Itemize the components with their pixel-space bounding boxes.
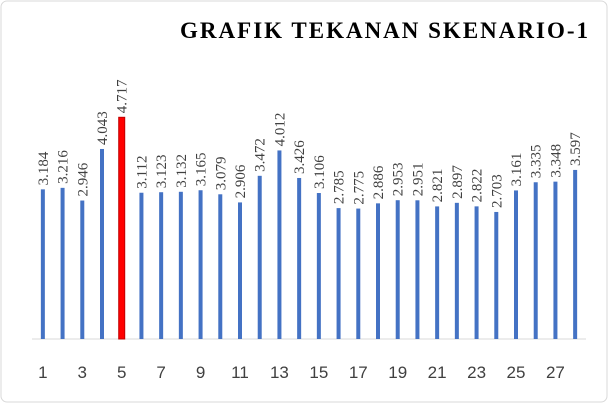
bar: [336, 208, 341, 339]
data-label: 2.951: [410, 163, 426, 197]
bar: [514, 190, 518, 339]
bar: [178, 191, 183, 339]
bar: [159, 192, 164, 339]
bar: [415, 200, 420, 339]
x-tick-label: 9: [196, 363, 205, 382]
data-label: 3.123: [154, 154, 170, 188]
bar: [40, 189, 45, 339]
bar: [257, 175, 262, 339]
bar: [356, 208, 361, 339]
x-tick-label: 5: [117, 363, 126, 382]
x-tick-label: 7: [156, 363, 165, 382]
x-tick-label: 17: [349, 363, 368, 382]
data-label: 3.597: [568, 132, 584, 166]
data-label: 2.953: [391, 162, 407, 196]
data-label: 3.112: [134, 156, 150, 189]
data-label: 2.775: [351, 171, 367, 205]
data-label: 2.822: [470, 169, 486, 203]
bar: [395, 200, 400, 339]
bar: [297, 177, 302, 339]
bar: [100, 148, 104, 339]
x-tick-label: 21: [428, 363, 447, 382]
chart-title: GRAFIK TEKANAN SKENARIO-1: [180, 18, 590, 43]
x-tick-label: 27: [546, 363, 565, 382]
bar: [533, 182, 538, 339]
bar: [218, 194, 223, 339]
bar: [494, 211, 499, 339]
x-tick-label: 19: [388, 363, 407, 382]
bar: [118, 116, 126, 340]
data-label: 3.132: [174, 154, 190, 188]
bar: [435, 206, 440, 339]
data-label: 3.184: [36, 151, 52, 185]
bar: [60, 187, 65, 339]
x-tick-label: 25: [507, 363, 526, 382]
x-tick-label: 1: [38, 363, 47, 382]
bar: [553, 181, 558, 339]
bar: [139, 192, 144, 339]
data-label: 3.426: [292, 140, 308, 174]
data-label: 4.043: [95, 111, 111, 145]
data-label: 3.165: [194, 152, 210, 186]
x-tick-label: 11: [231, 363, 249, 382]
x-tick-label: 15: [309, 363, 328, 382]
data-label: 4.012: [272, 113, 288, 147]
data-label: 3.472: [253, 138, 269, 172]
x-tick-label: 23: [467, 363, 486, 382]
bar: [376, 203, 380, 339]
data-label: 3.335: [529, 145, 545, 179]
data-label: 2.703: [489, 174, 505, 208]
bar: [316, 193, 321, 339]
x-tick-label: 13: [270, 363, 289, 382]
x-tick-label: 3: [78, 363, 87, 382]
bar: [80, 200, 85, 339]
data-label: 2.906: [233, 164, 249, 198]
data-label: 3.216: [56, 150, 72, 184]
data-label: 3.106: [312, 155, 328, 189]
bar: [198, 190, 203, 339]
bar: [474, 206, 479, 339]
data-label: 3.079: [213, 157, 229, 191]
data-label: 2.886: [371, 165, 387, 199]
data-label: 2.897: [450, 165, 466, 199]
data-label: 3.348: [548, 144, 564, 178]
bar: [238, 202, 242, 339]
bar: [454, 202, 459, 339]
bar: [277, 150, 282, 339]
data-label: 4.717: [115, 79, 131, 113]
bar: [573, 169, 578, 339]
data-label: 3.161: [509, 153, 525, 187]
data-label: 2.821: [430, 169, 446, 203]
data-label: 2.946: [75, 162, 91, 196]
data-label: 2.785: [332, 170, 348, 204]
